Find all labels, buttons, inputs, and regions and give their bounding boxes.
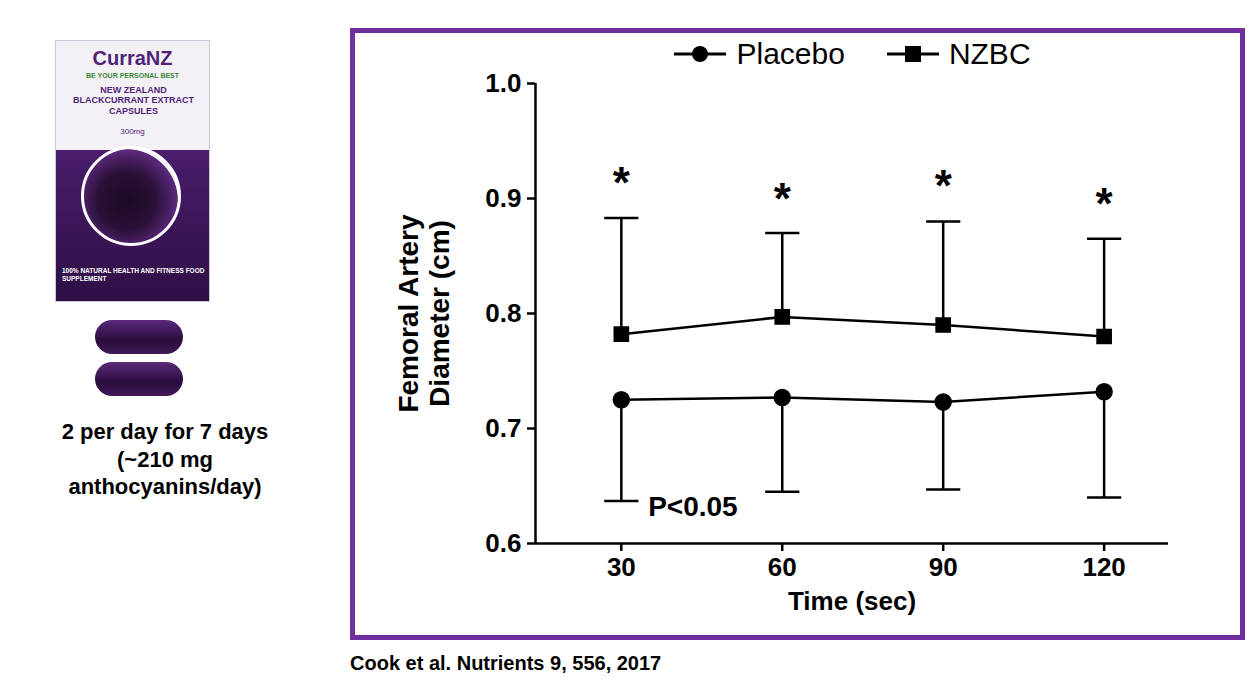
- html-text:300mg: 300mg: [120, 127, 145, 136]
- html-text:anthocyanins/day): anthocyanins/day): [68, 474, 262, 499]
- svg-text:90: 90: [929, 552, 958, 582]
- svg-text:*: *: [935, 161, 953, 210]
- svg-text:1.0: 1.0: [485, 68, 521, 98]
- svg-text:Femoral ArteryDiameter (cm): Femoral ArteryDiameter (cm): [393, 214, 455, 413]
- svg-text:30: 30: [607, 552, 636, 582]
- html-text:Placebo: Placebo: [736, 37, 845, 70]
- svg-text:60: 60: [768, 552, 797, 582]
- html-text:Cook et al. Nutrients 9, 556,: Cook et al. Nutrients 9, 556, 2017: [350, 652, 662, 674]
- svg-text:0.6: 0.6: [485, 528, 521, 558]
- svg-text:0.8: 0.8: [485, 298, 521, 328]
- html-text:(~210 mg: (~210 mg: [117, 446, 213, 472]
- svg-text:0.9: 0.9: [485, 183, 521, 213]
- svg-text:*: *: [774, 174, 792, 223]
- html-text:NZBC: NZBC: [948, 37, 1031, 70]
- svg-text:0.7: 0.7: [485, 413, 521, 443]
- html-text:NEW ZEALAND BLACKCURRANT EXTRA: NEW ZEALAND BLACKCURRANT EXTRACT CAPSULE…: [73, 85, 194, 116]
- svg-text:*: *: [613, 158, 631, 207]
- svg-text:*: *: [1096, 179, 1114, 228]
- html-text:BE YOUR PERSONAL BEST: BE YOUR PERSONAL BEST: [86, 72, 179, 79]
- svg-text:P<0.05: P<0.05: [648, 491, 738, 522]
- html-text:2 per day for 7 days: 2 per day for 7 days: [61, 419, 269, 444]
- svg-text:Time (sec): Time (sec): [788, 586, 916, 616]
- html-text:100% NATURAL HEALTH AND FITNES: 100% NATURAL HEALTH AND FITNESS FOOD SUP…: [62, 267, 205, 282]
- svg-text:120: 120: [1082, 552, 1125, 582]
- html-text:CurraNZ: CurraNZ: [92, 47, 173, 69]
